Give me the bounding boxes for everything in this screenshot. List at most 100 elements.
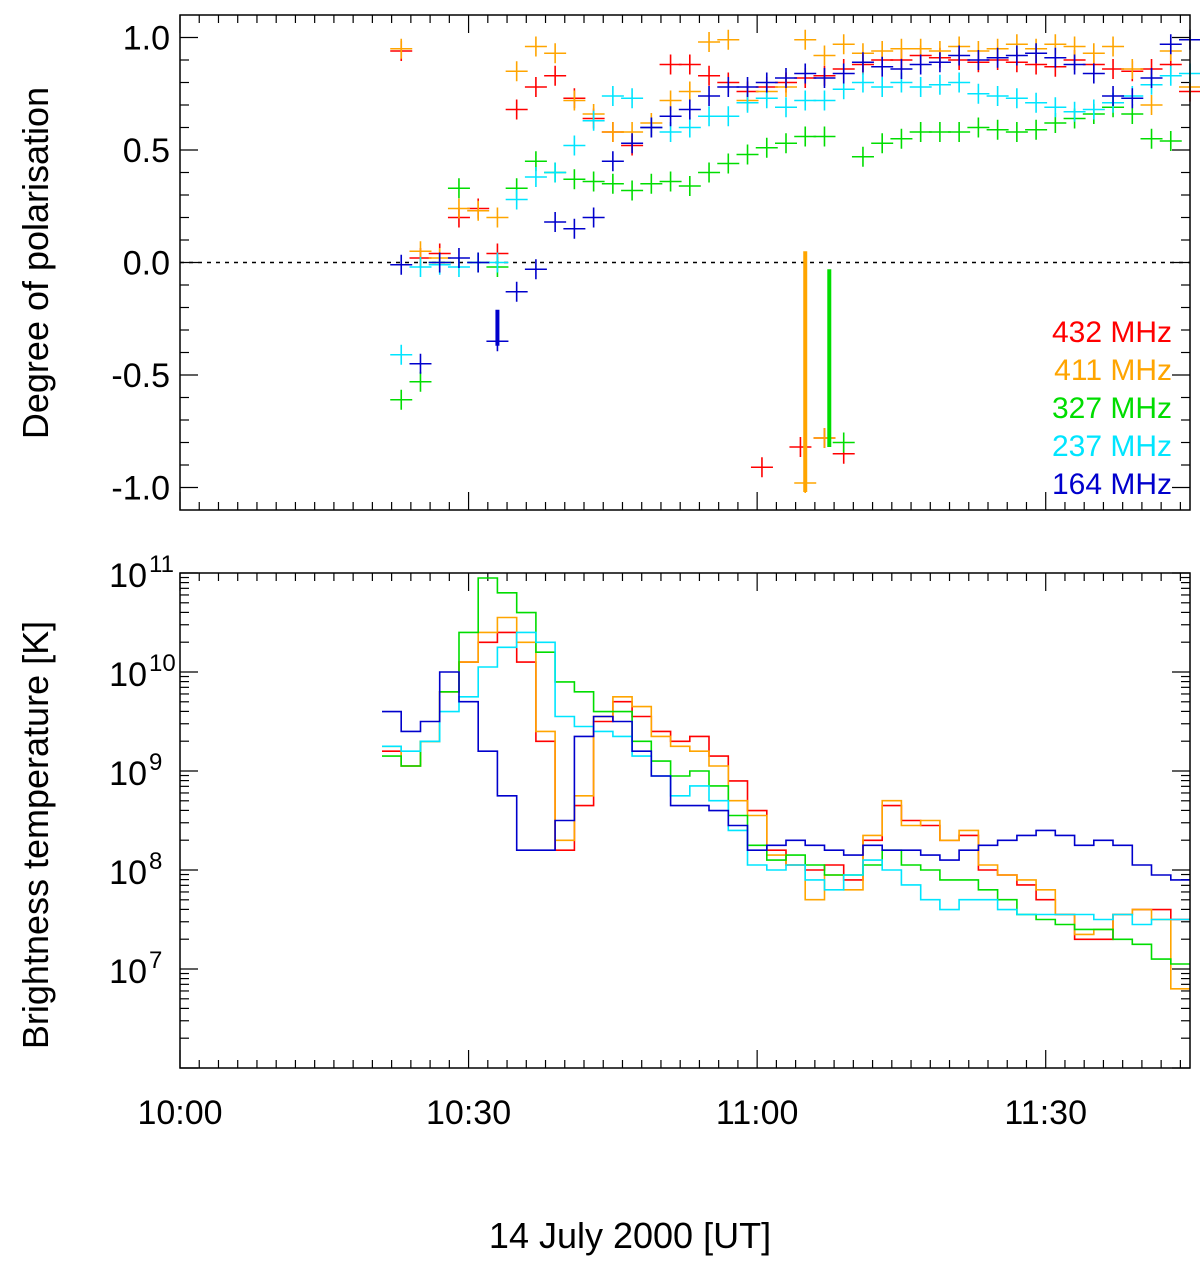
polarisation-point <box>717 77 740 97</box>
polarisation-point <box>775 133 797 154</box>
polarisation-point <box>909 122 932 142</box>
polarisation-point <box>928 122 951 142</box>
polarisation-point <box>736 77 759 97</box>
polarisation-point <box>986 119 1009 140</box>
polarisation-point <box>948 122 971 142</box>
polarisation-point <box>698 86 721 106</box>
ytick-exponent: 9 <box>149 749 162 776</box>
legend-entry: 164 MHz <box>1052 468 1172 501</box>
legend-entry: 411 MHz <box>1054 354 1172 387</box>
polarisation-point <box>794 90 817 111</box>
polarisation-point <box>678 54 701 75</box>
polarisation-point <box>832 432 855 453</box>
polarisation-point <box>871 133 894 154</box>
polarisation-point <box>909 77 932 97</box>
xtick-label: 10:30 <box>426 1094 511 1132</box>
polarisation-point <box>1005 88 1028 109</box>
polarisation-point <box>890 128 913 149</box>
polarisation-point <box>851 72 874 93</box>
polarisation-point <box>813 428 836 448</box>
top-plot-frame <box>179 14 1191 511</box>
ytick-exponent: 11 <box>149 551 174 578</box>
polarisation-point <box>563 135 586 156</box>
polarisation-point <box>1063 54 1086 75</box>
ytick-label: 10 <box>109 854 147 892</box>
polarisation-point <box>505 61 528 82</box>
polarisation-point <box>1025 43 1048 64</box>
frequency-legend: 432 MHz 411 MHz 327 MHz 237 MHz 164 MHz <box>1052 316 1172 501</box>
polarisation-point <box>813 68 836 88</box>
polarisation-point <box>621 88 644 109</box>
bottom-ylabel: Brightness temperature [K] <box>15 621 56 1049</box>
brightness-series-2 <box>382 577 1190 965</box>
polarisation-point <box>1159 34 1182 55</box>
polarisation-point <box>967 50 990 70</box>
polarisation-point <box>717 153 740 174</box>
polarisation-series <box>390 29 1200 493</box>
polarisation-point <box>755 72 778 93</box>
ytick-label: -1.0 <box>111 470 170 508</box>
polarisation-point <box>789 437 812 457</box>
polarisation-point <box>717 106 740 127</box>
polarisation-point <box>948 72 971 93</box>
polarisation-point <box>505 99 528 120</box>
ytick-label: 1.0 <box>123 20 170 58</box>
top-ylabel: Degree of polarisation <box>15 87 56 439</box>
polarisation-point <box>505 281 528 302</box>
polarisation-point <box>928 74 951 95</box>
time-tick-labels: 10:00 10:30 11:00 11:30 <box>137 1094 1087 1132</box>
polarisation-point <box>1063 101 1086 122</box>
polarisation-point <box>1044 97 1067 118</box>
polarisation-point <box>601 173 624 194</box>
top-ytick-labels: 1.0 0.5 0.0 -0.5 -1.0 <box>111 20 170 508</box>
polarisation-point <box>1082 99 1105 120</box>
polarisation-point <box>1005 45 1028 66</box>
top-axis-ticks <box>179 15 1190 510</box>
polarisation-point <box>1082 63 1105 84</box>
polarisation-point <box>582 171 605 192</box>
polarisation-point <box>601 151 624 172</box>
polarisation-point <box>544 43 567 64</box>
polarisation-point <box>582 207 605 228</box>
polarisation-point <box>1140 128 1163 149</box>
polarisation-point <box>678 176 701 196</box>
polarisation-point <box>794 63 817 84</box>
ytick-exponent: 8 <box>149 848 162 875</box>
polarisation-point <box>467 200 490 221</box>
polarisation-point <box>698 65 721 86</box>
polarisation-point <box>390 389 413 410</box>
brightness-series-3 <box>382 631 1190 926</box>
polarisation-point <box>601 86 624 106</box>
ytick-label: 10 <box>109 557 147 595</box>
ytick-label: 10 <box>109 755 147 793</box>
polarisation-point <box>928 52 951 73</box>
ytick-exponent: 10 <box>149 650 176 677</box>
polarisation-point <box>948 45 971 66</box>
polarisation-point <box>909 54 932 75</box>
brightness-series-0 <box>382 631 1190 941</box>
polarisation-point <box>794 126 817 147</box>
xtick-label: 11:00 <box>716 1094 799 1132</box>
polarisation-point <box>755 137 778 158</box>
polarisation-point <box>524 77 547 97</box>
polarisation-point <box>813 126 836 147</box>
polarisation-point <box>678 99 701 120</box>
polarisation-panel: Degree of polarisation 1.0 0.5 0.0 -0.5 -1.0… <box>15 14 1200 511</box>
polarisation-point <box>698 32 721 52</box>
brightness-series-4 <box>382 671 1190 881</box>
polarisation-point <box>813 90 836 111</box>
polarisation-point <box>640 173 663 194</box>
polarisation-point <box>601 122 624 142</box>
xtick-label: 11:30 <box>1004 1094 1087 1132</box>
polarisation-point <box>967 117 990 138</box>
polarisation-point <box>890 59 913 79</box>
polarisation-point <box>1044 47 1067 68</box>
polarisation-point <box>563 169 586 190</box>
polarisation-point <box>1005 122 1028 142</box>
polarisation-point <box>390 254 413 275</box>
polarisation-point <box>1140 68 1163 88</box>
polarisation-point <box>486 207 509 228</box>
polarisation-point <box>698 162 721 183</box>
